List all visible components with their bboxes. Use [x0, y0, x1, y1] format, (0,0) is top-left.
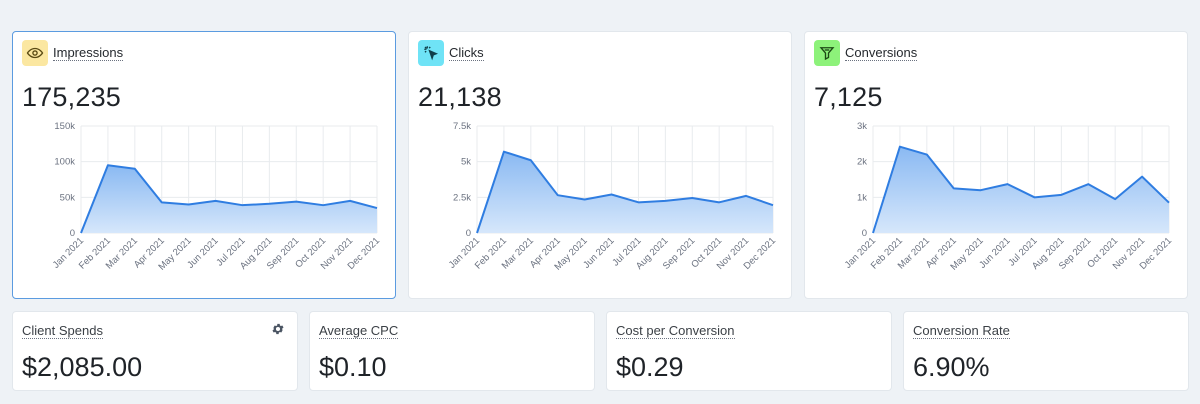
card-title[interactable]: Clicks [449, 45, 484, 61]
area-fill [477, 151, 773, 233]
stat-value: $0.29 [616, 352, 684, 382]
y-tick-label: 1k [857, 192, 867, 203]
y-tick-label: 5k [461, 157, 471, 168]
area-fill [81, 165, 377, 233]
card-header: Impressions [22, 40, 124, 66]
y-tick-label: 50k [60, 192, 76, 203]
card-header: Clicks [418, 40, 484, 66]
stat-value: 6.90% [913, 352, 990, 382]
y-tick-label: 150k [54, 121, 75, 132]
series-line [80, 164, 378, 234]
y-tick-label: 0 [70, 228, 75, 239]
average-cpc-card[interactable]: Average CPC $0.10 [309, 311, 595, 391]
area-fill [873, 146, 1169, 233]
y-tick-label: 0 [862, 228, 867, 239]
metric-value: 7,125 [814, 82, 883, 112]
y-tick-label: 0 [466, 228, 471, 239]
metric-value: 175,235 [22, 82, 121, 112]
metric-value: 21,138 [418, 82, 502, 112]
gear-icon[interactable] [271, 322, 285, 336]
stat-title[interactable]: Client Spends [22, 323, 103, 339]
stat-value: $0.10 [319, 352, 387, 382]
client-spends-card[interactable]: Client Spends $2,085.00 [12, 311, 298, 391]
card-title[interactable]: Impressions [53, 45, 124, 61]
cursor-click-icon [418, 40, 444, 66]
stat-title[interactable]: Conversion Rate [913, 323, 1010, 339]
y-tick-label: 3k [857, 121, 867, 132]
conversions-card[interactable]: Conversions 7,125 0 1k 2k 3k Jan 2021 Feb 202… [804, 31, 1188, 299]
y-tick-label: 100k [54, 157, 75, 168]
conversion-rate-card[interactable]: Conversion Rate 6.90% [903, 311, 1189, 391]
card-title[interactable]: Conversions [845, 45, 918, 61]
clicks-card[interactable]: Clicks 21,138 0 2.5k 5k 7.5k Jan 2021 Feb 202… [408, 31, 792, 299]
stat-title[interactable]: Average CPC [319, 323, 399, 339]
series-line [476, 150, 774, 234]
impressions-card[interactable]: Impressions 175,235 0 50k 100k 150k Jan 2021… [12, 31, 396, 299]
card-header: Conversions [814, 40, 918, 66]
cost-per-conversion-card[interactable]: Cost per Conversion $0.29 [606, 311, 892, 391]
stat-value: $2,085.00 [22, 352, 143, 382]
stat-title[interactable]: Cost per Conversion [616, 323, 735, 339]
y-tick-label: 2k [857, 157, 867, 168]
funnel-icon [814, 40, 840, 66]
y-tick-label: 7.5k [453, 121, 471, 132]
eye-icon [22, 40, 48, 66]
y-tick-label: 2.5k [453, 192, 471, 203]
series-line [872, 145, 1170, 234]
